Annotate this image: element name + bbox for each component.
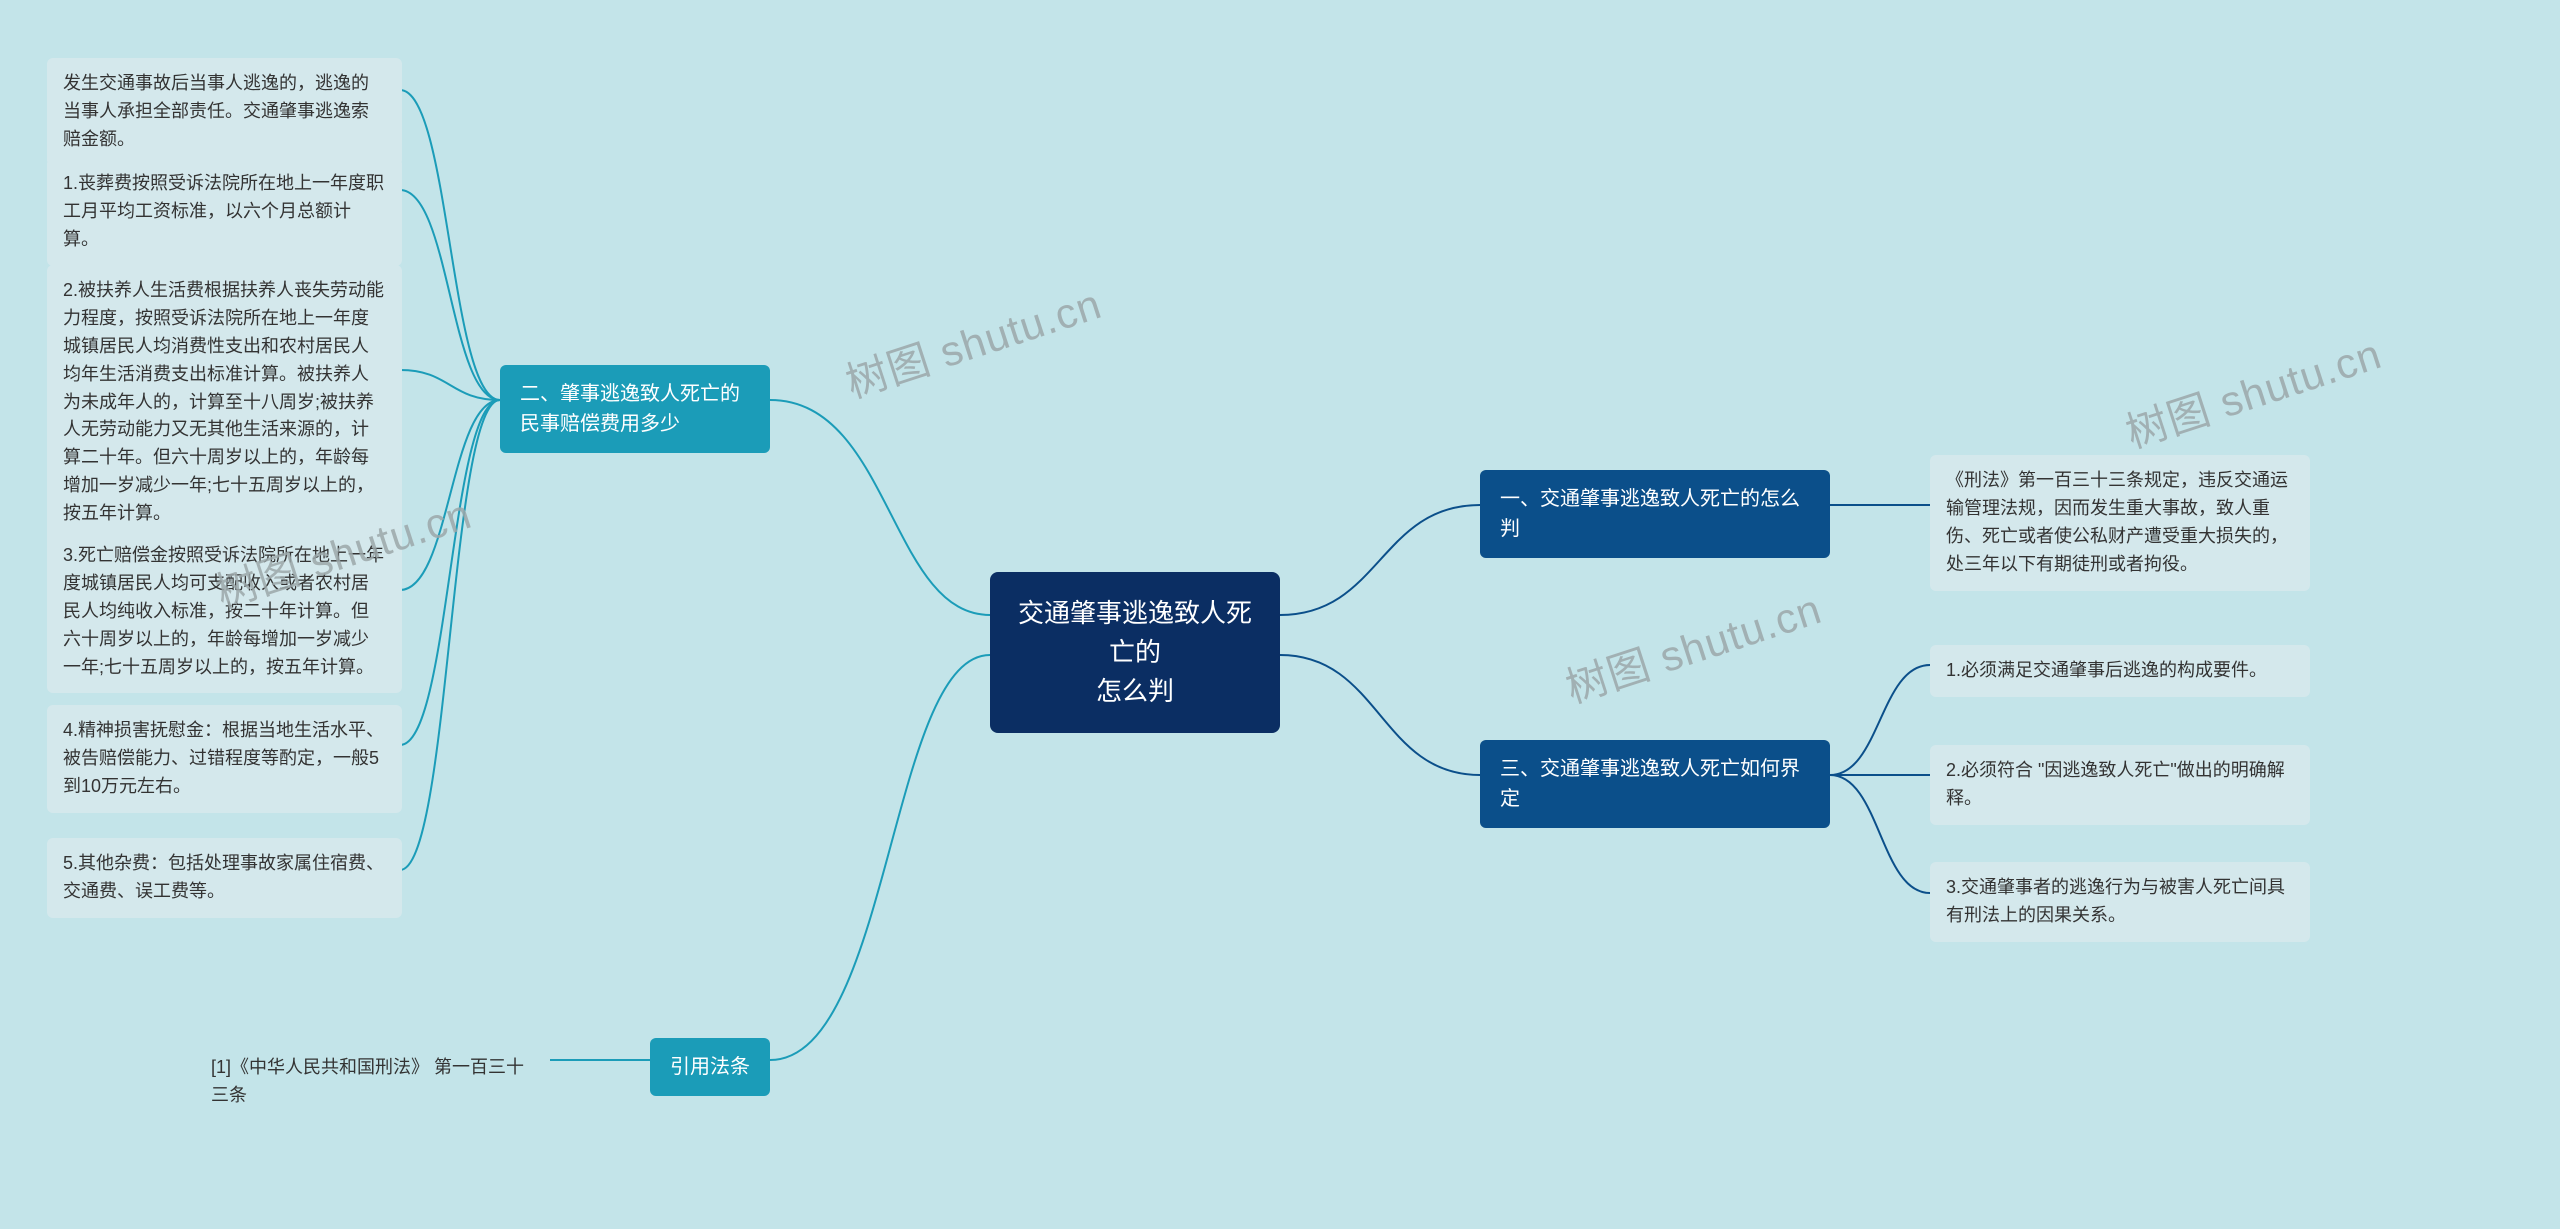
- branch-4: 引用法条: [650, 1038, 770, 1096]
- branch-2-leaf-0-text: 发生交通事故后当事人逃逸的，逃逸的当事人承担全部责任。交通肇事逃逸索赔金额。: [63, 73, 369, 149]
- branch-3-leaf-1: 1.必须满足交通肇事后逃逸的构成要件。: [1930, 645, 2310, 697]
- branch-3-label: 三、交通肇事逃逸致人死亡如何界定: [1500, 758, 1800, 810]
- branch-2-leaf-5: 5.其他杂费：包括处理事故家属住宿费、交通费、误工费等。: [47, 838, 402, 918]
- branch-3-leaf-2: 2.必须符合 "因逃逸致人死亡"做出的明确解释。: [1930, 745, 2310, 825]
- branch-2: 二、肇事逃逸致人死亡的民事赔偿费用多少: [500, 365, 770, 453]
- branch-2-leaf-1-text: 1.丧葬费按照受诉法院所在地上一年度职工月平均工资标准，以六个月总额计算。: [63, 173, 384, 249]
- branch-2-leaf-2: 2.被扶养人生活费根据扶养人丧失劳动能力程度，按照受诉法院所在地上一年度城镇居民…: [47, 265, 402, 540]
- branch-2-leaf-3: 3.死亡赔偿金按照受诉法院所在地上一年度城镇居民人均可支配收入或者农村居民人均纯…: [47, 530, 402, 693]
- branch-1-leaf-1-text: 《刑法》第一百三十三条规定，违反交通运输管理法规，因而发生重大事故，致人重伤、死…: [1946, 470, 2288, 574]
- branch-3-leaf-3-text: 3.交通肇事者的逃逸行为与被害人死亡间具有刑法上的因果关系。: [1946, 877, 2285, 925]
- branch-1: 一、交通肇事逃逸致人死亡的怎么判: [1480, 470, 1830, 558]
- branch-1-label: 一、交通肇事逃逸致人死亡的怎么判: [1500, 488, 1800, 540]
- branch-3-leaf-1-text: 1.必须满足交通肇事后逃逸的构成要件。: [1946, 660, 2267, 680]
- branch-3-leaf-2-text: 2.必须符合 "因逃逸致人死亡"做出的明确解释。: [1946, 760, 2285, 808]
- watermark-4: 树图 shutu.cn: [2117, 320, 2388, 460]
- branch-4-leaf-1-text: [1]《中华人民共和国刑法》 第一百三十三条: [211, 1057, 524, 1105]
- center-node: 交通肇事逃逸致人死亡的怎么判: [990, 572, 1280, 733]
- branch-2-leaf-3-text: 3.死亡赔偿金按照受诉法院所在地上一年度城镇居民人均可支配收入或者农村居民人均纯…: [63, 545, 384, 677]
- branch-3-leaf-3: 3.交通肇事者的逃逸行为与被害人死亡间具有刑法上的因果关系。: [1930, 862, 2310, 942]
- branch-1-leaf-1: 《刑法》第一百三十三条规定，违反交通运输管理法规，因而发生重大事故，致人重伤、死…: [1930, 455, 2310, 591]
- watermark-2: 树图 shutu.cn: [837, 270, 1108, 410]
- branch-2-leaf-1: 1.丧葬费按照受诉法院所在地上一年度职工月平均工资标准，以六个月总额计算。: [47, 158, 402, 266]
- branch-2-leaf-4-text: 4.精神损害抚慰金：根据当地生活水平、被告赔偿能力、过错程度等酌定，一般5到10…: [63, 720, 384, 796]
- branch-2-leaf-0: 发生交通事故后当事人逃逸的，逃逸的当事人承担全部责任。交通肇事逃逸索赔金额。: [47, 58, 402, 166]
- branch-2-leaf-2-text: 2.被扶养人生活费根据扶养人丧失劳动能力程度，按照受诉法院所在地上一年度城镇居民…: [63, 280, 384, 523]
- branch-4-leaf-1: [1]《中华人民共和国刑法》 第一百三十三条: [195, 1042, 555, 1122]
- center-text: 交通肇事逃逸致人死亡的怎么判: [1018, 598, 1252, 706]
- branch-4-label: 引用法条: [670, 1056, 750, 1078]
- branch-3: 三、交通肇事逃逸致人死亡如何界定: [1480, 740, 1830, 828]
- branch-2-leaf-5-text: 5.其他杂费：包括处理事故家属住宿费、交通费、误工费等。: [63, 853, 384, 901]
- watermark-3: 树图 shutu.cn: [1557, 575, 1828, 715]
- branch-2-label: 二、肇事逃逸致人死亡的民事赔偿费用多少: [520, 383, 740, 435]
- branch-2-leaf-4: 4.精神损害抚慰金：根据当地生活水平、被告赔偿能力、过错程度等酌定，一般5到10…: [47, 705, 402, 813]
